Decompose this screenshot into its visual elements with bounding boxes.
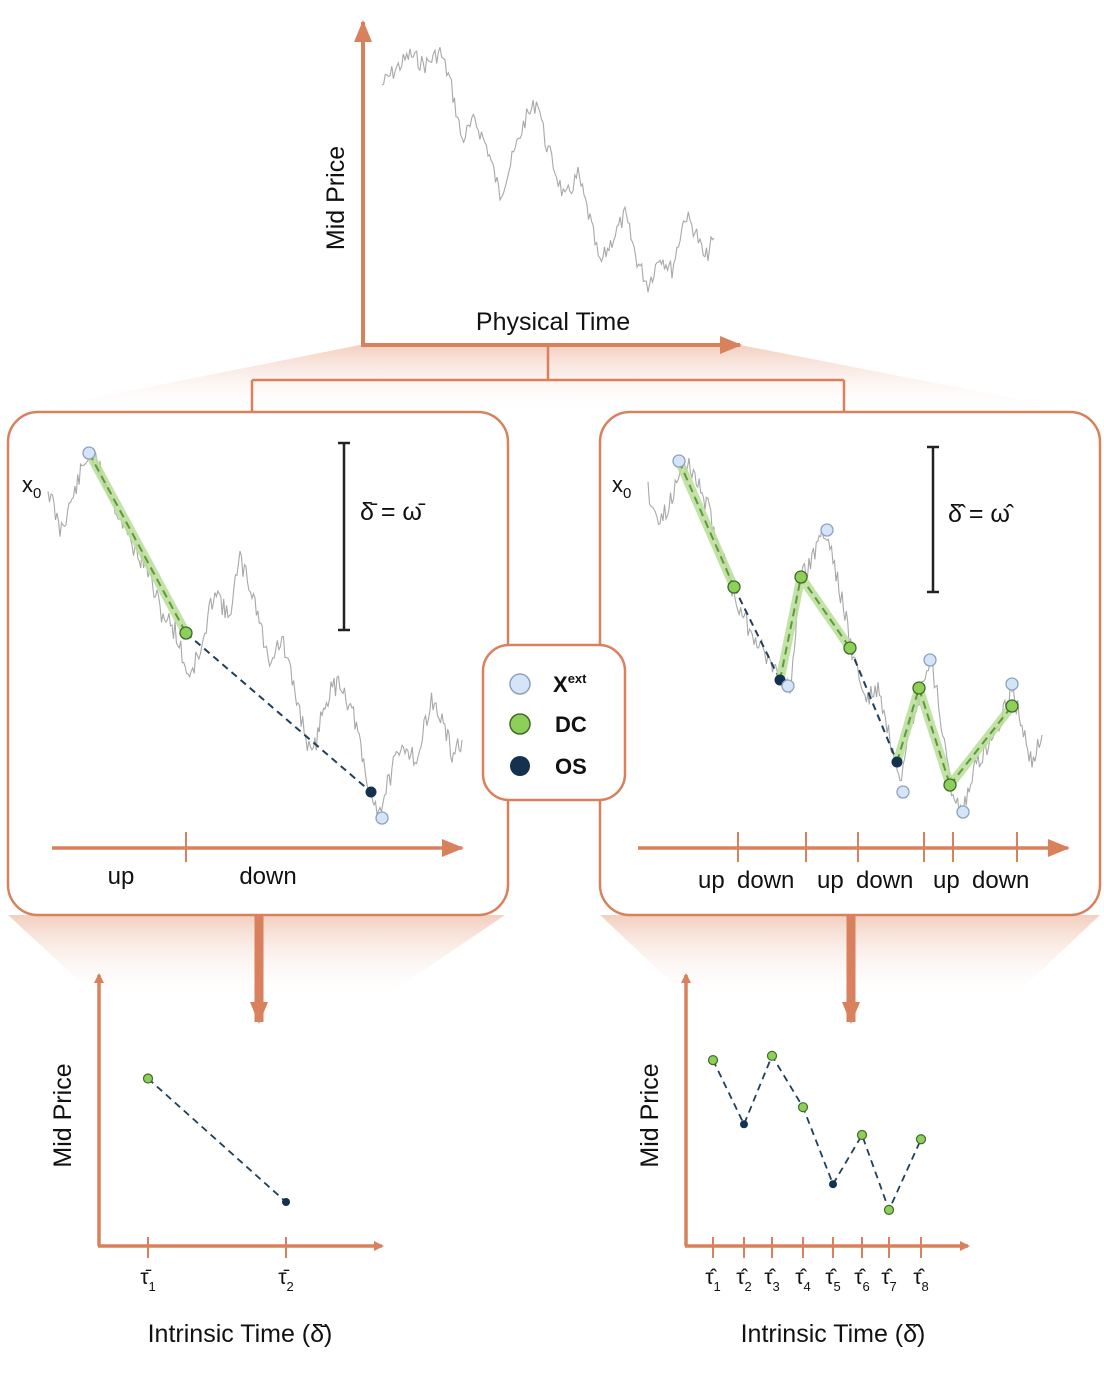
xext-point-1 <box>375 811 389 825</box>
data-point-1 <box>142 1073 154 1084</box>
right-threshold-label: δ̂ = ω̂ <box>948 500 1015 528</box>
data-point-2 <box>740 1120 748 1129</box>
data-point-4 <box>797 1102 809 1113</box>
top-x-label: Physical Time <box>476 308 630 336</box>
dc-line-0 <box>88 452 187 634</box>
left-segment-up: up <box>108 863 135 890</box>
left-segment-down: down <box>239 863 296 890</box>
right-segment-down-6: down <box>972 867 1029 894</box>
xext-point-3 <box>781 679 795 693</box>
right-segment-up-3: up <box>817 867 844 894</box>
x-axis-label: Intrinsic Time (δ̄) <box>148 1320 333 1348</box>
x-tick-label-8: τ̂8 <box>913 1266 929 1294</box>
os-line-1 <box>849 647 898 763</box>
y-axis-label: Mid Price <box>49 1063 77 1167</box>
dc-line-0 <box>678 460 735 588</box>
data-point-7 <box>883 1204 895 1216</box>
xext-point-8 <box>896 785 910 799</box>
xext-point-5 <box>820 523 834 537</box>
x-tick-label-5: τ̂5 <box>825 1266 841 1294</box>
x-tick-label-3: τ̂3 <box>764 1266 780 1294</box>
os-point-7 <box>891 756 903 768</box>
data-point-5 <box>829 1180 837 1189</box>
xext-point-13 <box>1005 677 1019 691</box>
dc-point-0 <box>179 626 193 640</box>
x-tick-label-2: τ̂2 <box>736 1266 752 1294</box>
os-point-0 <box>365 786 377 798</box>
top-y-label: Mid Price <box>322 146 350 250</box>
x-tick-label-7: τ̂7 <box>881 1266 897 1294</box>
legend-os-marker <box>510 756 530 776</box>
legend-os-label: OS <box>555 754 587 779</box>
legend-xext-marker <box>509 673 531 695</box>
os-line-0 <box>733 586 781 681</box>
legend-dc-label: DC <box>555 712 587 737</box>
os-line-0 <box>185 632 372 793</box>
dc-point-9 <box>912 681 926 695</box>
dc-point-11 <box>943 778 957 792</box>
bottom-left-chart: Mid Price Intrinsic Time (δ̄) τ̄1 τ̄2 <box>49 973 384 1348</box>
right-segment-down-4: down <box>856 867 913 894</box>
dc-point-4 <box>794 570 808 584</box>
top-price-series <box>381 47 715 293</box>
x-axis-label: Intrinsic Time (δ̂) <box>741 1320 926 1348</box>
bottom-right-chart: Mid Price Intrinsic Time (δ̂) τ̂1 τ̂2 τ̂3 τ̂4… <box>636 973 970 1348</box>
x-tick-label-2: τ̄2 <box>278 1266 294 1294</box>
x-tick-label-1: τ̄1 <box>140 1266 156 1294</box>
x-tick-label-1: τ̂1 <box>705 1266 721 1294</box>
right-segment-up-5: up <box>933 867 960 894</box>
right-segment-up-1: up <box>698 867 725 894</box>
data-point-3 <box>766 1050 778 1061</box>
left-panel <box>6 410 510 917</box>
x-tick-label-6: τ̂6 <box>854 1266 870 1294</box>
left-x0-label: x0 <box>22 472 41 502</box>
x-tick-label-4: τ̂4 <box>795 1266 811 1294</box>
left-threshold-label: δ̄ = ω̄ <box>360 498 426 526</box>
xext-point-12 <box>956 805 970 819</box>
series-line <box>712 1053 922 1213</box>
xext-point-0 <box>672 454 686 468</box>
dc-point-14 <box>1005 699 1019 713</box>
xext-point-0 <box>82 446 96 460</box>
dc-line-2 <box>896 684 951 786</box>
dc-point-1 <box>727 580 741 594</box>
data-point-8 <box>915 1134 927 1145</box>
right-segment-down-2: down <box>737 867 794 894</box>
split-connector <box>250 345 846 413</box>
dc-line-3 <box>949 705 1013 786</box>
data-point-2 <box>282 1198 290 1206</box>
xext-point-10 <box>923 653 937 667</box>
right-x0-label: x0 <box>612 472 631 502</box>
y-axis-label: Mid Price <box>636 1063 664 1167</box>
legend-dc-marker <box>509 713 531 735</box>
series-line <box>147 1077 287 1203</box>
data-point-6 <box>856 1129 868 1141</box>
data-point-1 <box>707 1054 719 1066</box>
left-price-series <box>47 448 463 815</box>
legend-box <box>481 643 627 802</box>
legend-xext-label: Xext <box>553 671 587 697</box>
dc-point-6 <box>843 641 857 655</box>
